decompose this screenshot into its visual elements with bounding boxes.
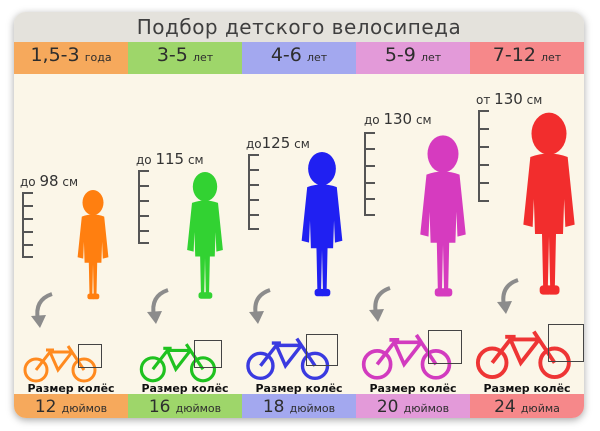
wheel-size-label: Размер колёс — [369, 382, 457, 395]
age-label: 3-5 лет — [128, 44, 242, 66]
wheel-size-unit: дюймов — [289, 402, 336, 415]
height-label: от 130 см — [476, 90, 542, 108]
wheel-size-label: Размер колёс — [483, 382, 571, 395]
curved-arrow-icon — [249, 288, 271, 324]
wheel-size-unit: дюймов — [175, 402, 222, 415]
child-silhouette-icon — [77, 190, 109, 300]
bicycle-icon — [361, 333, 452, 380]
curved-arrow-icon — [369, 286, 391, 322]
age-band — [128, 42, 242, 74]
wheel-size-value: 18 — [262, 397, 285, 417]
age-label: 7-12 лет — [470, 44, 584, 66]
size-band — [14, 394, 128, 418]
age-band — [470, 42, 584, 74]
height-prefix: от — [476, 93, 491, 107]
wheel-size-frame — [548, 324, 584, 362]
age-label: 1,5-3 года — [14, 44, 128, 66]
age-unit: лет — [420, 51, 442, 64]
wheel-size: 24 дюйма — [470, 397, 584, 417]
wheel-size-value: 12 — [34, 397, 57, 417]
bicycle-icon — [23, 345, 97, 383]
age-label: 4-6 лет — [242, 44, 356, 66]
height-unit: см — [415, 113, 432, 127]
height-unit: см — [294, 137, 310, 151]
age-column-5: 7-12 лет от 130 см Размер колёс — [470, 42, 584, 418]
height-ruler — [22, 192, 34, 258]
age-range: 1,5-3 — [30, 44, 80, 66]
height-prefix: до — [246, 137, 262, 151]
height-value: 130 — [494, 90, 523, 108]
age-unit: лет — [306, 51, 328, 64]
age-column-3: 4-6 лет до125 см Размер колёс — [242, 42, 356, 418]
curved-arrow-icon — [147, 288, 169, 324]
size-band — [356, 394, 470, 418]
wheel-size-unit: дюйма — [520, 402, 560, 415]
child-silhouette-icon — [420, 135, 466, 297]
height-label: до 130 см — [364, 110, 432, 128]
wheel-size-frame — [194, 340, 222, 368]
wheel-size: 18 дюймов — [242, 397, 356, 417]
age-range: 3-5 — [156, 44, 188, 66]
height-prefix: до — [20, 175, 36, 189]
height-prefix: до — [136, 153, 152, 167]
wheel-size: 12 дюймов — [14, 397, 128, 417]
age-unit: лет — [192, 51, 214, 64]
height-value: 130 — [383, 110, 413, 128]
height-ruler — [364, 132, 376, 216]
bike-size-chart: Подбор детского велосипеда 1,5-3 года до… — [14, 12, 584, 418]
wheel-size-value: 16 — [148, 397, 171, 417]
age-band — [356, 42, 470, 74]
size-band — [242, 394, 356, 418]
height-ruler — [248, 154, 260, 230]
wheel-size: 16 дюймов — [128, 397, 242, 417]
size-band — [470, 394, 584, 418]
curved-arrow-icon — [31, 292, 53, 328]
age-column-2: 3-5 лет до 115 см Размер колёс — [128, 42, 242, 418]
height-ruler — [138, 170, 150, 244]
bicycle-icon — [475, 330, 571, 380]
chart-title: Подбор детского велосипеда — [14, 12, 584, 42]
height-value: 98 — [39, 172, 59, 190]
wheel-size-unit: дюймов — [403, 402, 450, 415]
curved-arrow-icon — [497, 278, 519, 314]
height-value: 125 — [261, 134, 291, 152]
wheel-size-label: Размер колёс — [141, 382, 229, 395]
wheel-size-value: 20 — [376, 397, 399, 417]
height-unit: см — [187, 153, 204, 167]
child-silhouette-icon — [301, 152, 343, 297]
age-range: 7-12 — [492, 44, 536, 66]
age-label: 5-9 лет — [356, 44, 470, 66]
height-value: 115 — [155, 150, 185, 168]
height-unit: см — [526, 93, 543, 107]
wheel-size-value: 24 — [494, 397, 516, 417]
height-label: до 98 см — [20, 172, 78, 190]
wheel-size-label: Размер колёс — [27, 382, 115, 395]
age-column-4: 5-9 лет до 130 см Размер колёс — [356, 42, 470, 418]
child-silhouette-icon — [187, 172, 223, 299]
size-band — [128, 394, 242, 418]
age-range: 4-6 — [270, 44, 302, 66]
age-band — [242, 42, 356, 74]
bicycle-icon — [139, 343, 217, 383]
age-unit: лет — [541, 51, 562, 64]
age-range: 5-9 — [384, 44, 416, 66]
wheel-size-label: Размер колёс — [255, 382, 343, 395]
wheel-size-frame — [428, 330, 462, 364]
wheel-size-frame — [78, 344, 102, 368]
height-ruler — [478, 110, 490, 202]
height-prefix: до — [364, 113, 380, 127]
wheel-size: 20 дюймов — [356, 397, 470, 417]
height-label: до125 см — [246, 134, 310, 152]
child-silhouette-icon — [523, 112, 575, 295]
age-column-1: 1,5-3 года до 98 см Размер колёс — [14, 42, 128, 418]
age-unit: года — [84, 51, 112, 64]
height-label: до 115 см — [136, 150, 204, 168]
height-unit: см — [62, 175, 79, 189]
wheel-size-frame — [306, 334, 338, 366]
age-band — [14, 42, 128, 74]
wheel-size-unit: дюймов — [61, 402, 108, 415]
